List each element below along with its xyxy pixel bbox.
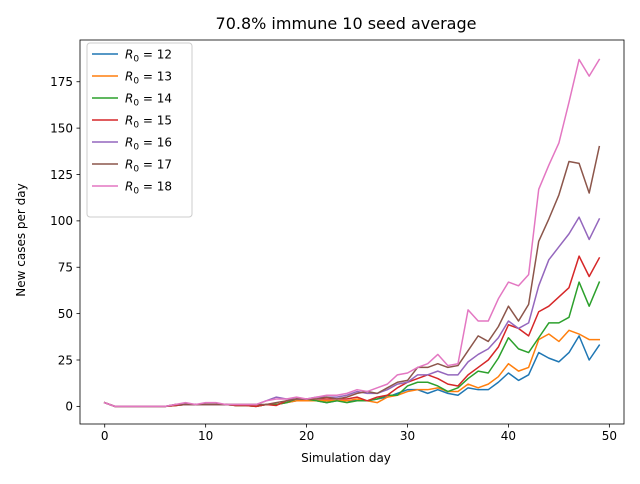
legend-label: R0 = 16	[125, 136, 172, 153]
y-tick-label: 25	[58, 353, 73, 367]
y-tick-label: 150	[50, 121, 73, 135]
legend: R0 = 12 R0 = 13 R0 = 14 R0 = 15 R0 = 16 R0 = …	[86, 42, 193, 218]
y-tick-label: 75	[58, 261, 73, 275]
x-tick-label: 20	[299, 429, 314, 443]
legend-label: R0 = 17	[125, 158, 172, 175]
y-axis-ticks: 0 25 50 75 100 125 150 175	[50, 75, 80, 414]
axes-frame	[79, 39, 625, 425]
y-tick-label: 50	[58, 307, 73, 321]
legend-label: R0 = 14	[125, 92, 172, 109]
series-line-6	[103, 58, 601, 408]
series-lines	[103, 58, 601, 408]
x-axis-label: Simulation day	[301, 451, 391, 465]
legend-label: R0 = 18	[125, 180, 172, 197]
y-axis-label: New cases per day	[14, 183, 28, 296]
legend-label: R0 = 12	[125, 48, 172, 65]
y-tick-label: 175	[50, 75, 73, 89]
legend-label: R0 = 13	[125, 70, 172, 87]
x-tick-label: 10	[198, 429, 213, 443]
x-axis-ticks: 0 10 20 30 40 50	[101, 424, 617, 443]
x-tick-label: 40	[501, 429, 516, 443]
y-tick-label: 125	[50, 168, 73, 182]
y-tick-label: 0	[65, 400, 73, 414]
chart-title: 70.8% immune 10 seed average	[216, 14, 477, 33]
x-tick-label: 30	[400, 429, 415, 443]
y-tick-label: 100	[50, 214, 73, 228]
legend-label: R0 = 15	[125, 114, 172, 131]
series-line-5	[103, 145, 601, 408]
legend-box	[86, 42, 193, 218]
x-tick-label: 50	[602, 429, 617, 443]
x-tick-label: 0	[101, 429, 109, 443]
